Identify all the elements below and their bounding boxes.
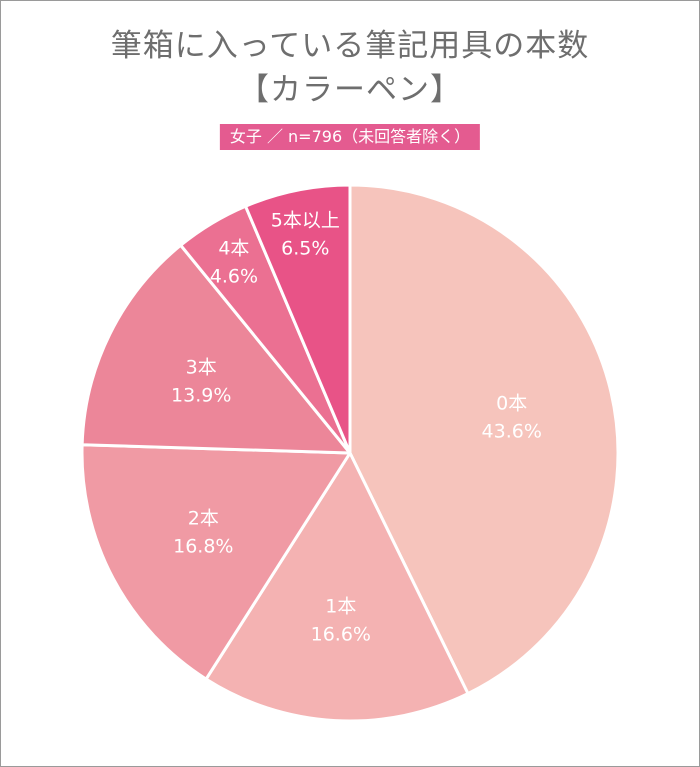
pie-slice-5 <box>244 183 352 455</box>
slice-category-label-0: 0本 <box>496 393 527 415</box>
pie-slice-1 <box>204 451 470 723</box>
pie-slice-2 <box>80 443 352 681</box>
chart-title-line2: 【カラーペン】 <box>238 72 462 108</box>
slice-value-label-0: 43.6% <box>482 421 542 443</box>
slice-value-label-2: 16.8% <box>173 536 233 558</box>
sample-badge: 女子 ／ n=796（未回答者除く） <box>219 124 481 150</box>
chart-title-line1: 筆箱に入っている筆記用具の本数 <box>110 28 590 64</box>
slice-category-label-1: 1本 <box>325 596 356 618</box>
pie-slice-3 <box>80 243 352 455</box>
slice-category-label-2: 2本 <box>188 508 219 530</box>
slice-value-label-1: 16.6% <box>311 624 371 646</box>
slice-category-label-3: 3本 <box>186 357 217 379</box>
slice-value-label-5: 6.5% <box>281 238 329 260</box>
slice-category-label-4: 4本 <box>218 237 249 259</box>
slice-value-label-4: 4.6% <box>210 265 258 287</box>
slice-value-label-3: 13.9% <box>171 385 231 407</box>
slice-category-label-5: 5本以上 <box>271 210 340 232</box>
pie-slice-0 <box>348 183 620 696</box>
